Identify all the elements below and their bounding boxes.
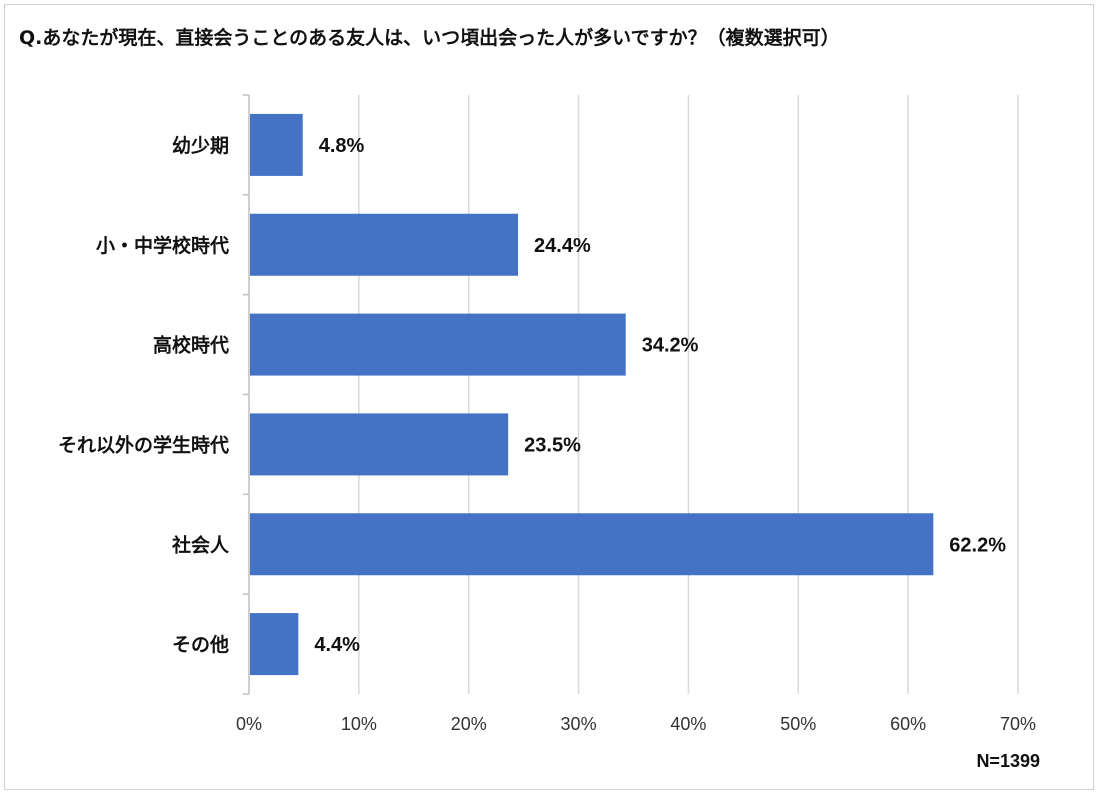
- data-label: 4.8%: [319, 135, 365, 157]
- bar-layer: [250, 113, 934, 676]
- category-label: 高校時代: [153, 334, 229, 357]
- category-label: 社会人: [171, 533, 230, 556]
- sample-size-note: N=1399: [976, 751, 1040, 771]
- category-label: 小・中学校時代: [96, 234, 229, 257]
- bar: [250, 613, 299, 676]
- chart-title: Q.あなたが現在、直接会うことのある友人は、いつ頃出会った人が多いですか？（複数…: [19, 27, 840, 49]
- x-tick-label: 30%: [561, 714, 597, 734]
- bar: [250, 313, 626, 376]
- x-tick-label: 40%: [670, 714, 706, 734]
- data-label: 23.5%: [524, 434, 581, 456]
- category-label: 幼少期: [172, 134, 229, 157]
- category-label: それ以外の学生時代: [58, 433, 229, 456]
- data-label: 34.2%: [642, 335, 699, 357]
- x-tick-label: 50%: [780, 714, 816, 734]
- x-tick-label: 20%: [451, 714, 487, 734]
- x-tick-label: 0%: [236, 714, 262, 734]
- data-label: 4.4%: [314, 634, 360, 656]
- data-label: 24.4%: [534, 235, 591, 257]
- bar: [250, 513, 934, 576]
- label-layer: 0% 10% 20% 30% 40% 50% 60% 70% 幼少期 4.8% 小・中学校時代 24.…: [58, 134, 1036, 734]
- bar: [250, 113, 303, 176]
- chart-frame: Q.あなたが現在、直接会うことのある友人は、いつ頃出会った人が多いですか？（複数…: [4, 4, 1094, 790]
- x-tick-label: 70%: [1000, 714, 1036, 734]
- grid-layer: [243, 94, 1019, 695]
- data-label: 62.2%: [949, 534, 1006, 556]
- category-label: その他: [172, 633, 229, 656]
- bar: [250, 413, 509, 476]
- x-tick-label: 10%: [341, 714, 377, 734]
- bar: [250, 213, 519, 276]
- x-tick-label: 60%: [890, 714, 926, 734]
